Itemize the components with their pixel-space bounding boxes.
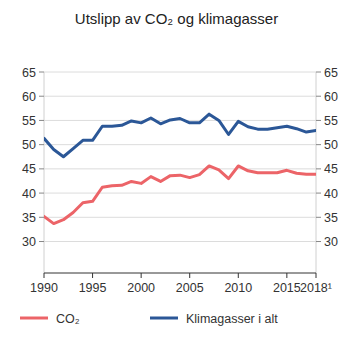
y-tick [39,72,44,73]
grid-line [44,72,316,73]
y-tick [39,96,44,97]
series-line [44,166,316,224]
y-tick-label: 30 [324,235,338,249]
y-tick [316,168,321,169]
x-tick-label: 1995 [79,281,107,295]
y-tick-label: 40 [22,187,36,201]
legend-label: CO₂ [56,312,80,326]
y-tick-label: 50 [22,138,36,152]
y-tick [316,144,321,145]
y-tick [39,241,44,242]
x-tick [238,273,239,278]
y-tick [39,168,44,169]
grid-line [44,96,316,97]
y-tick-label: 60 [22,90,36,104]
x-tick-label: 1990 [30,281,58,295]
y-tick [316,72,321,73]
grid-line [44,193,316,194]
y-tick-label: 65 [324,66,338,80]
series-line [44,114,316,157]
x-tick-label: 2010 [224,281,252,295]
legend-label: Klimagasser i alt [186,312,278,326]
y-tick-label: 40 [324,187,338,201]
y-axis-left [44,72,45,273]
chart: Utslipp av CO₂ og klimagasser 30 30 35 35 40 4… [0,0,353,353]
x-axis [44,273,316,274]
grid-line [44,217,316,218]
y-tick-label: 50 [324,138,338,152]
y-tick [39,144,44,145]
y-tick [316,120,321,121]
y-tick-label: 55 [22,114,36,128]
y-tick [316,217,321,218]
legend-swatch [150,317,178,320]
x-tick [44,273,45,278]
grid-line [44,241,316,242]
grid-line [44,168,316,169]
y-tick [316,193,321,194]
y-tick [39,120,44,121]
legend-swatch [20,317,48,320]
y-tick [316,96,321,97]
y-tick-label: 55 [324,114,338,128]
x-tick-label: 2000 [127,281,155,295]
y-tick-label: 60 [324,90,338,104]
y-tick [316,241,321,242]
x-tick [316,273,317,278]
y-tick [39,217,44,218]
y-tick-label: 35 [324,211,338,225]
y-tick [39,193,44,194]
y-tick-label: 45 [22,162,36,176]
grid-line [44,144,316,145]
x-tick-label: 2005 [176,281,204,295]
y-tick-label: 45 [324,162,338,176]
x-tick [189,273,190,278]
title: Utslipp av CO₂ og klimagasser [75,10,278,27]
x-tick [286,273,287,278]
x-tick [141,273,142,278]
y-tick-label: 35 [22,211,36,225]
y-tick-label: 30 [22,235,36,249]
x-tick [92,273,93,278]
x-tick-label: 2015 [273,281,301,295]
plot-area [44,114,316,223]
y-axis-right [316,72,317,273]
x-tick-label: 2018¹ [300,281,332,295]
y-tick-label: 65 [22,66,36,80]
